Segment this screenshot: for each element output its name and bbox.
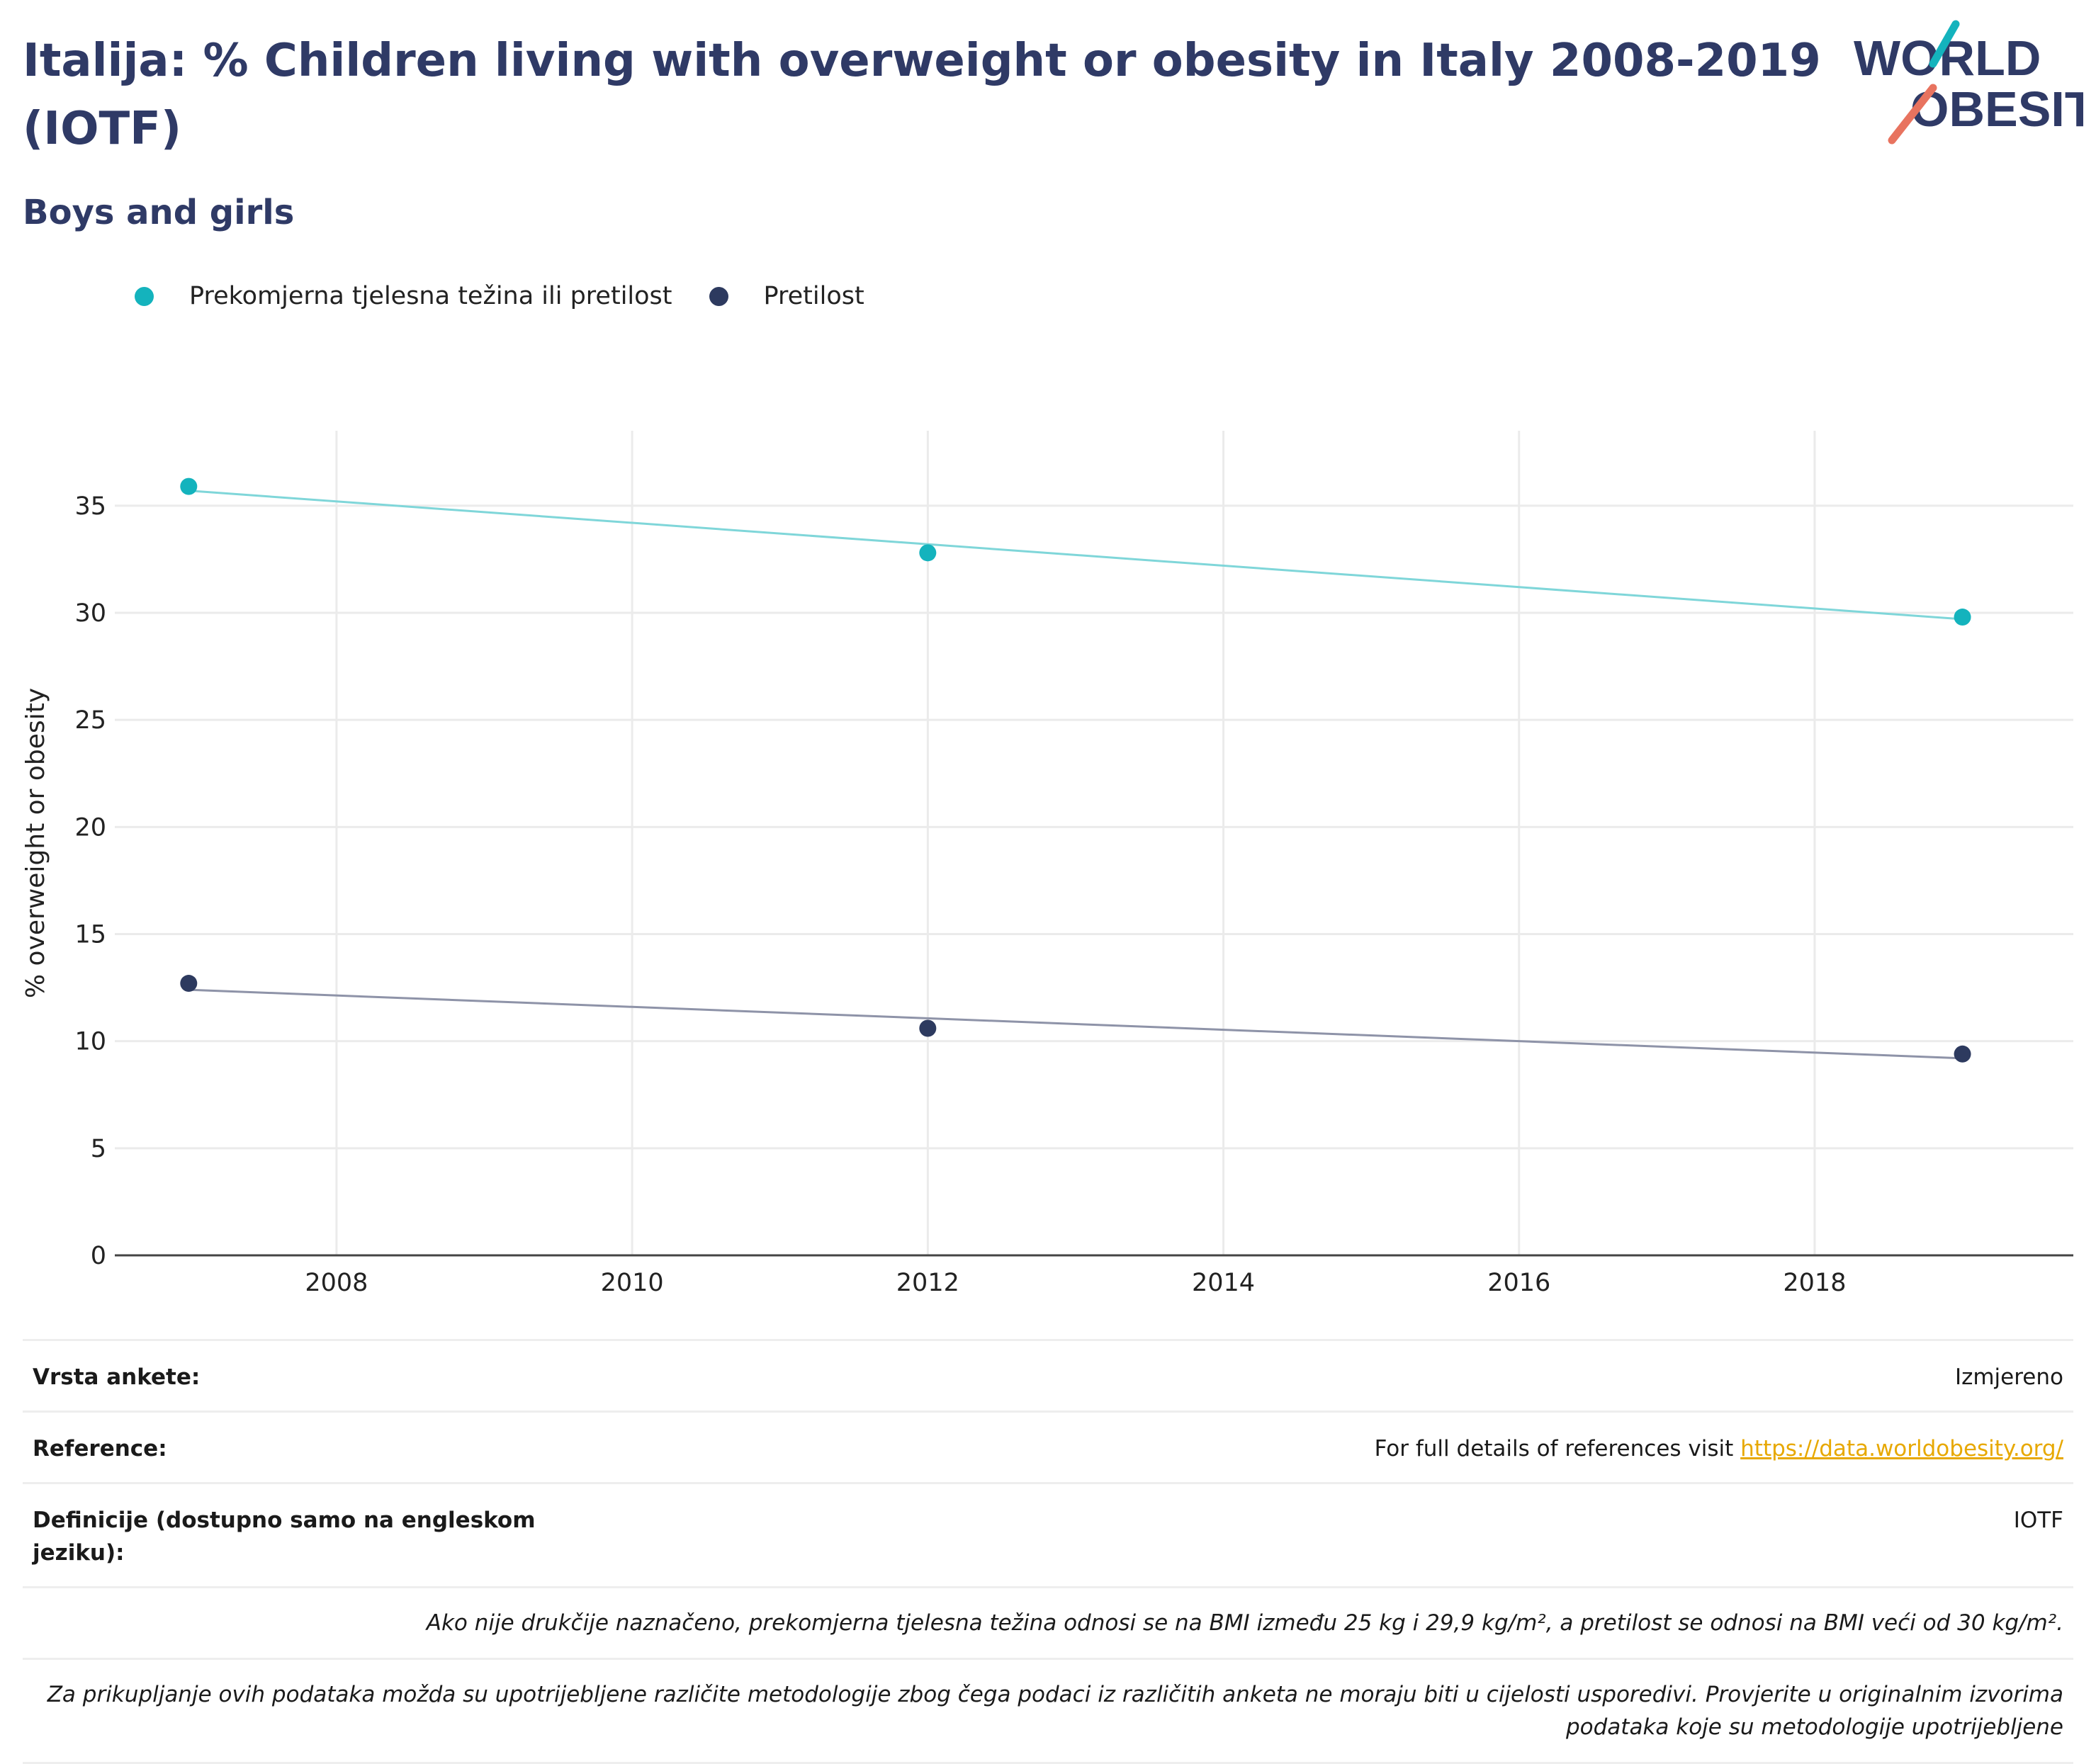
chart-subtitle: Boys and girls <box>23 193 295 232</box>
meta-survey-label: Vrsta ankete: <box>33 1364 201 1390</box>
meta-definitions-label: Definicije (dostupno samo na engleskom j… <box>33 1508 536 1566</box>
page-title: Italija: % Children living with overweig… <box>23 35 1821 155</box>
logo-slash-teal <box>1929 20 1960 68</box>
x-tick-label: 2012 <box>896 1269 959 1297</box>
meta-survey-value: Izmjereno <box>1954 1364 2063 1390</box>
legend-label-obesity: Pretilost <box>763 282 864 310</box>
y-axis-label: % overweight or obesity <box>21 688 50 998</box>
data-point-overweight <box>180 477 198 495</box>
grid-lines <box>115 431 2073 1255</box>
y-tick-label: 0 <box>91 1242 106 1270</box>
trend-line-obesity <box>188 988 1963 1060</box>
legend-item-overweight[interactable]: Prekomjerna tjelesna težina ili pretilos… <box>135 282 672 310</box>
meta-references-text: For full details of references visit <box>1374 1436 1741 1461</box>
y-tick-label: 25 <box>74 706 106 735</box>
meta-definitions-value: IOTF <box>2013 1508 2063 1533</box>
world-obesity-logo: WORLD OBESITY <box>1854 20 2083 145</box>
metadata-table: Vrsta ankete: Izmjereno Reference: For f… <box>23 1339 2073 1764</box>
legend-dot-obesity <box>709 286 728 306</box>
meta-row-survey: Vrsta ankete: Izmjereno <box>23 1339 2073 1410</box>
data-point-overweight <box>919 544 937 562</box>
x-tick-label: 2010 <box>601 1269 664 1297</box>
data-point-obesity <box>919 1019 937 1037</box>
x-tick-label: 2016 <box>1487 1269 1550 1297</box>
x-tick-label: 2014 <box>1192 1269 1255 1297</box>
trend-line-overweight <box>188 490 1963 621</box>
data-point-obesity <box>180 975 198 993</box>
legend-dot-overweight <box>135 286 154 306</box>
y-tick-label: 10 <box>74 1028 106 1056</box>
legend-label-overweight: Prekomjerna tjelesna težina ili pretilos… <box>189 282 672 310</box>
meta-note-bmi: Ako nije drukčije naznačeno, prekomjerna… <box>23 1586 2073 1658</box>
y-tick-label: 5 <box>91 1135 106 1163</box>
meta-row-references: Reference: For full details of reference… <box>23 1410 2073 1482</box>
trend-lines <box>188 490 1963 1060</box>
y-tick-label: 15 <box>74 920 106 949</box>
data-point-overweight <box>1954 609 1971 626</box>
y-tick-label: 30 <box>74 599 106 628</box>
meta-note-methodology: Za prikupljanje ovih podataka možda su u… <box>23 1658 2073 1764</box>
data-points <box>180 477 1971 1063</box>
chart-legend: Prekomjerna tjelesna težina ili pretilos… <box>135 282 901 310</box>
logo-text-obesity: OBESITY <box>1910 81 2083 137</box>
line-chart: 0 5 10 15 20 25 30 35 2008 2010 2012 2014 2016 2018 %… <box>21 431 2073 1297</box>
x-tick-label: 2008 <box>305 1269 368 1297</box>
meta-row-definitions: Definicije (dostupno samo na engleskom j… <box>23 1482 2073 1586</box>
axis-ticks: 0 5 10 15 20 25 30 35 2008 2010 2012 2014 2016 2018 <box>74 492 1846 1297</box>
x-tick-label: 2018 <box>1783 1269 1846 1297</box>
y-tick-label: 35 <box>74 492 106 521</box>
legend-item-obesity[interactable]: Pretilost <box>709 282 864 310</box>
y-tick-label: 20 <box>74 813 106 842</box>
references-link[interactable]: https://data.worldobesity.org/ <box>1740 1436 2063 1461</box>
meta-references-value: For full details of references visit htt… <box>1375 1432 2063 1465</box>
meta-references-label: Reference: <box>33 1436 167 1461</box>
logo-slash-red <box>1888 84 1937 145</box>
data-point-obesity <box>1954 1045 1971 1063</box>
